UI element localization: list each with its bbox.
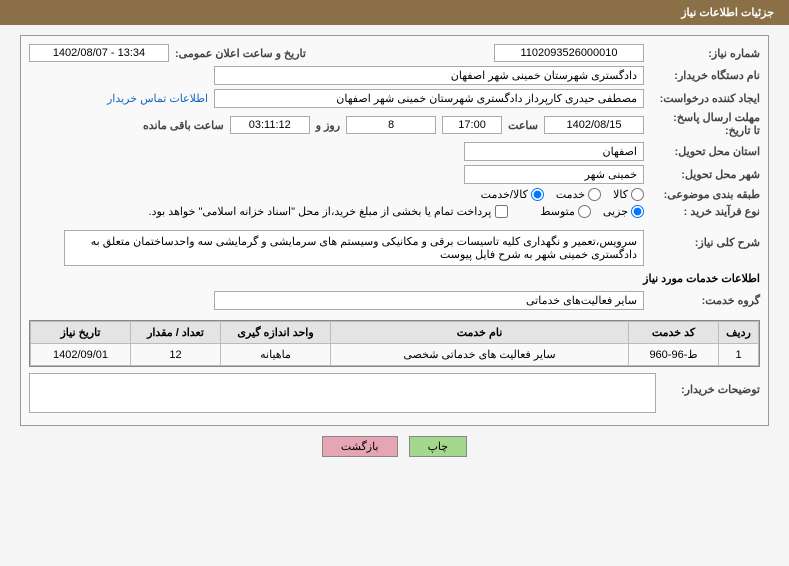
button-row: چاپ بازگشت bbox=[0, 436, 789, 457]
header-title: جزئیات اطلاعات نیاز bbox=[681, 7, 774, 19]
services-table-container: ردیف کد خدمت نام خدمت واحد اندازه گیری ت… bbox=[29, 320, 760, 367]
announce-value: 1402/08/07 - 13:34 bbox=[29, 44, 169, 62]
deadline-time: 17:00 bbox=[442, 116, 502, 134]
city-value: خمینی شهر bbox=[464, 165, 644, 184]
table-row: 1 ط-96-960 سایر فعالیت های خدماتی شخصی م… bbox=[31, 344, 759, 366]
back-button[interactable]: بازگشت bbox=[322, 436, 398, 457]
subject-cat-label: طبقه بندی موضوعی: bbox=[650, 188, 760, 201]
table-header-row: ردیف کد خدمت نام خدمت واحد اندازه گیری ت… bbox=[31, 322, 759, 344]
col-date: تاریخ نیاز bbox=[31, 322, 131, 344]
service-group-label: گروه خدمت: bbox=[650, 294, 760, 307]
requester-value: مصطفی حیدری کارپرداز دادگستری شهرستان خم… bbox=[214, 89, 644, 108]
service-group-value: سایر فعالیت‌های خدماتی bbox=[214, 291, 644, 310]
remain-label: ساعت باقی مانده bbox=[143, 119, 224, 132]
province-value: اصفهان bbox=[464, 142, 644, 161]
buyer-notes-box bbox=[29, 373, 656, 413]
buyer-org-label: نام دستگاه خریدار: bbox=[650, 69, 760, 82]
buyer-org-value: دادگستری شهرستان خمینی شهر اصفهان bbox=[214, 66, 644, 85]
cell-name: سایر فعالیت های خدماتی شخصی bbox=[331, 344, 629, 366]
time-label: ساعت bbox=[508, 119, 538, 132]
cell-code: ط-96-960 bbox=[629, 344, 719, 366]
city-label: شهر محل تحویل: bbox=[650, 168, 760, 181]
cat-goods-service-radio[interactable]: کالا/خدمت bbox=[481, 188, 544, 201]
cell-unit: ماهیانه bbox=[221, 344, 331, 366]
general-desc-label: شرح کلی نیاز: bbox=[650, 230, 760, 249]
buy-type-label: نوع فرآیند خرید : bbox=[650, 205, 760, 218]
treasury-checkbox[interactable]: پرداخت تمام یا بخشی از مبلغ خرید،از محل … bbox=[149, 205, 509, 218]
category-radio-group: کالا خدمت کالا/خدمت bbox=[481, 188, 644, 201]
contact-link[interactable]: اطلاعات تماس خریدار bbox=[107, 92, 208, 105]
col-unit: واحد اندازه گیری bbox=[221, 322, 331, 344]
days-label: روز و bbox=[316, 119, 340, 132]
col-row: ردیف bbox=[719, 322, 759, 344]
page-header: جزئیات اطلاعات نیاز bbox=[0, 0, 789, 25]
province-label: استان محل تحویل: bbox=[650, 145, 760, 158]
cell-qty: 12 bbox=[131, 344, 221, 366]
cat-service-radio[interactable]: خدمت bbox=[556, 188, 601, 201]
need-no-value: 1102093526000010 bbox=[494, 44, 644, 62]
requester-label: ایجاد کننده درخواست: bbox=[650, 92, 760, 105]
deadline-date: 1402/08/15 bbox=[544, 116, 644, 134]
cell-date: 1402/09/01 bbox=[31, 344, 131, 366]
cell-row: 1 bbox=[719, 344, 759, 366]
main-panel: شماره نیاز: 1102093526000010 تاریخ و ساع… bbox=[20, 35, 769, 426]
type-medium-radio[interactable]: متوسط bbox=[540, 205, 591, 218]
buyer-notes-label: توضیحات خریدار: bbox=[662, 373, 760, 396]
need-no-label: شماره نیاز: bbox=[650, 47, 760, 60]
buy-type-radio-group: جزیی متوسط bbox=[540, 205, 644, 218]
col-qty: تعداد / مقدار bbox=[131, 322, 221, 344]
days-remaining: 8 bbox=[346, 116, 436, 134]
col-name: نام خدمت bbox=[331, 322, 629, 344]
cat-goods-radio[interactable]: کالا bbox=[613, 188, 644, 201]
announce-label: تاریخ و ساعت اعلان عمومی: bbox=[175, 47, 306, 60]
col-code: کد خدمت bbox=[629, 322, 719, 344]
general-desc-value: سرویس،تعمیر و نگهداری کلیه تاسیسات برقی … bbox=[64, 230, 644, 266]
print-button[interactable]: چاپ bbox=[409, 436, 468, 457]
services-table: ردیف کد خدمت نام خدمت واحد اندازه گیری ت… bbox=[30, 321, 759, 366]
deadline-label: مهلت ارسال پاسخ: تا تاریخ: bbox=[650, 112, 760, 138]
service-info-title: اطلاعات خدمات مورد نیاز bbox=[29, 272, 760, 285]
type-partial-radio[interactable]: جزیی bbox=[603, 205, 644, 218]
countdown: 03:11:12 bbox=[230, 116, 310, 134]
